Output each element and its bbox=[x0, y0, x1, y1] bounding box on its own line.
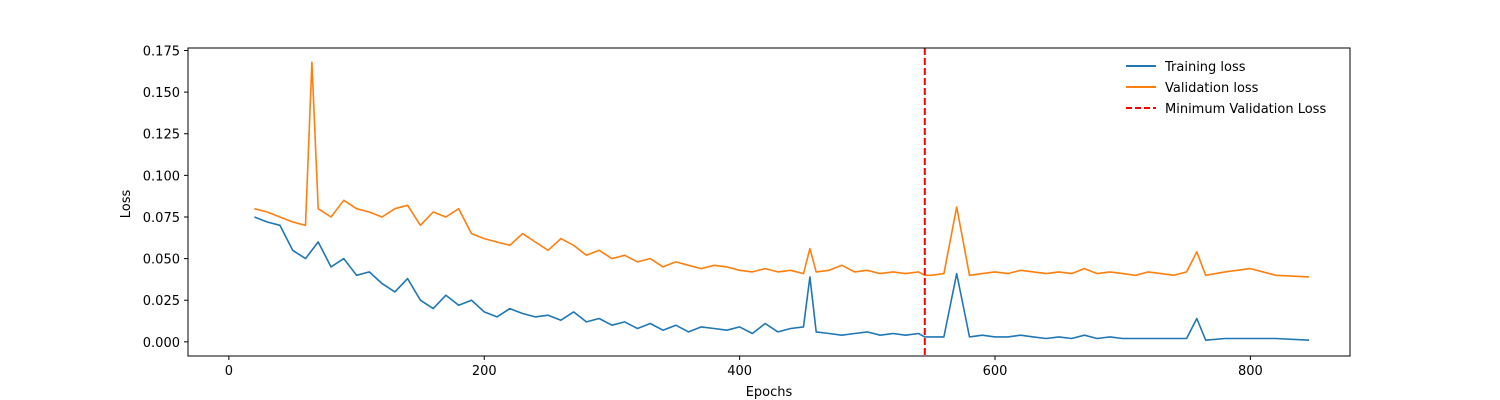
plot-frame bbox=[187, 47, 1351, 357]
x-axis: 0 200 400 600 800 bbox=[225, 356, 1263, 379]
y-tick-label: 0.000 bbox=[143, 336, 180, 351]
y-tick-label: 0.050 bbox=[143, 253, 180, 268]
y-axis: 0.000 0.025 0.050 0.075 0.100 0.125 0.150 0.175 bbox=[143, 44, 188, 351]
y-axis-label: Loss bbox=[119, 190, 134, 219]
y-tick-label: 0.025 bbox=[143, 294, 180, 309]
x-tick-label: 800 bbox=[1238, 364, 1263, 379]
y-tick-label: 0.100 bbox=[143, 169, 180, 184]
x-axis-label: Epochs bbox=[746, 385, 793, 400]
x-tick-label: 0 bbox=[225, 364, 233, 379]
series-line-training bbox=[254, 216, 1310, 342]
legend-label-training: Training loss bbox=[1164, 60, 1246, 75]
legend-label-validation: Validation loss bbox=[1165, 81, 1259, 96]
y-tick-label: 0.150 bbox=[143, 86, 180, 101]
legend-label-min-val: Minimum Validation Loss bbox=[1165, 102, 1326, 117]
y-tick-label: 0.125 bbox=[143, 128, 180, 143]
series-layer bbox=[254, 61, 1310, 342]
y-tick-label: 0.075 bbox=[143, 211, 180, 226]
legend: Training loss Validation loss Minimum Va… bbox=[1126, 60, 1326, 117]
y-tick-label: 0.175 bbox=[143, 44, 180, 59]
x-tick-label: 600 bbox=[983, 364, 1008, 379]
x-tick-label: 200 bbox=[472, 364, 497, 379]
x-tick-label: 400 bbox=[727, 364, 752, 379]
series-line-validation bbox=[254, 61, 1310, 278]
